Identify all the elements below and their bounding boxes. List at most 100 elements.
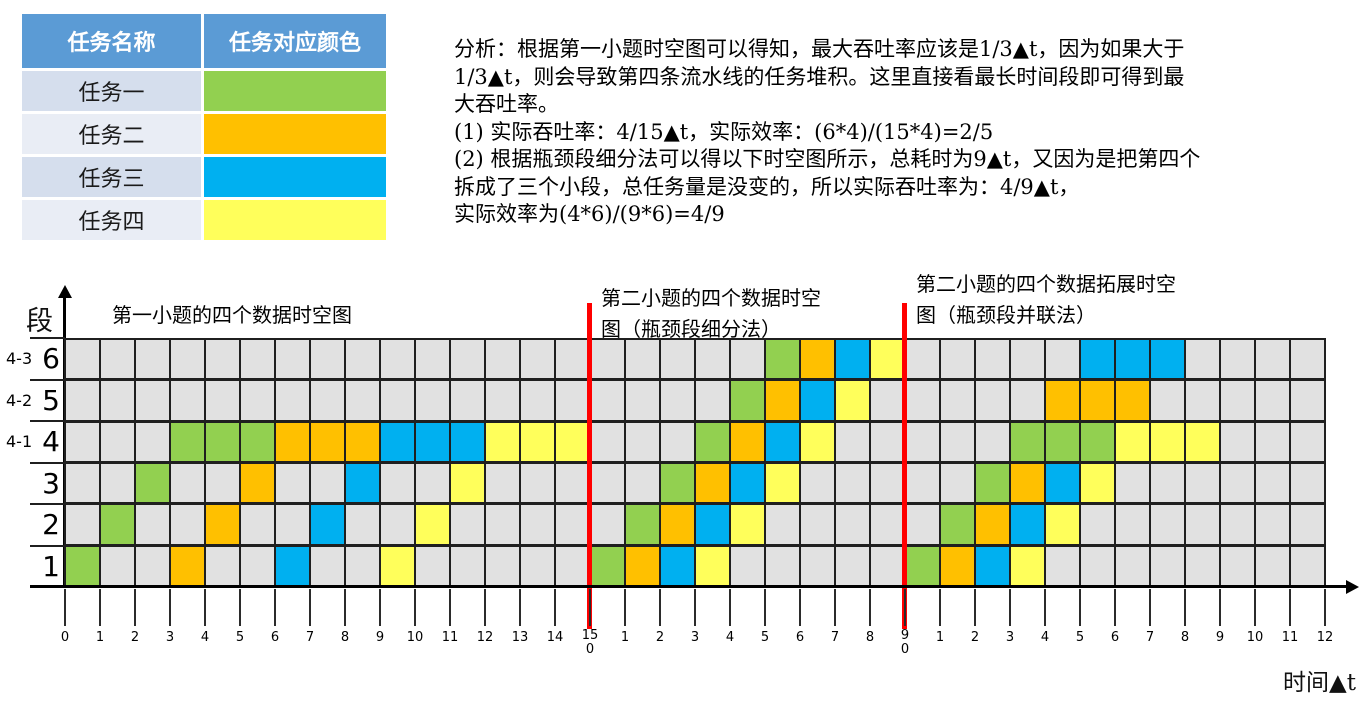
- axis-tick: [169, 589, 171, 626]
- grid-cell: [941, 381, 974, 420]
- analysis-text: 分析：根据第一小题时空图可以得知，最大吞吐率应该是1/3▲t，因为如果大于 1/…: [454, 36, 1369, 229]
- grid-cell: [1081, 463, 1114, 503]
- tick-label: 10: [406, 630, 424, 645]
- axis-tick: [1219, 589, 1221, 626]
- grid-cell: [556, 340, 589, 379]
- grid-cell: [1256, 340, 1289, 379]
- grid-cell: [1256, 422, 1289, 461]
- grid-cell: [241, 422, 274, 461]
- section3-title-line: 图（瓶颈段并联法）: [916, 303, 1096, 327]
- grid-cell: [136, 546, 169, 585]
- grid-cell: [276, 340, 309, 379]
- tick-label: 2: [970, 630, 980, 645]
- section2-title-line: 图（瓶颈段细分法）: [601, 317, 781, 341]
- grid-cell: [486, 340, 519, 379]
- grid-cell: [1221, 463, 1254, 503]
- section2-title: 第二小题的四个数据时空 图（瓶颈段细分法）: [601, 283, 821, 345]
- grid: [64, 338, 1326, 587]
- task-name-cell: 任务四: [22, 200, 201, 240]
- grid-cell: [1011, 422, 1044, 461]
- grid-cell: [1116, 546, 1149, 585]
- grid-cell: [521, 422, 554, 461]
- row-boundary-line: [30, 462, 65, 464]
- grid-cell: [626, 505, 659, 544]
- axis-tick: [239, 589, 241, 626]
- grid-cell: [171, 381, 204, 420]
- axis-tick: [274, 589, 276, 626]
- row-label: 4: [42, 425, 60, 458]
- section1-title: 第一小题的四个数据时空图: [112, 300, 352, 331]
- grid-cell: [1291, 463, 1324, 503]
- axis-tick: [379, 589, 381, 626]
- grid-cell: [346, 340, 379, 379]
- grid-cell: [591, 381, 624, 420]
- tick-label: 9: [375, 630, 385, 645]
- task-table-body: 任务一 任务二 任务三 任务四: [22, 71, 386, 240]
- grid-cell: [976, 340, 1009, 379]
- grid-cell: [451, 340, 484, 379]
- axis-tick: [1324, 589, 1326, 626]
- grid-cell: [871, 505, 904, 544]
- grid-cell: [451, 546, 484, 585]
- axis-tick: [729, 589, 731, 626]
- x-axis-line: [30, 585, 1348, 588]
- grid-cell: [381, 422, 414, 461]
- grid-cell: [206, 505, 239, 544]
- analysis-line: 分析：根据第一小题时空图可以得知，最大吞吐率应该是1/3▲t，因为如果大于: [454, 37, 1185, 61]
- section2-title-line: 第二小题的四个数据时空: [601, 286, 821, 310]
- grid-cell: [521, 546, 554, 585]
- grid-cell: [346, 546, 379, 585]
- grid-cell: [206, 381, 239, 420]
- row-label: 3: [42, 467, 60, 500]
- grid-cell: [626, 422, 659, 461]
- grid-cell: [626, 463, 659, 503]
- axis-tick: [414, 589, 416, 626]
- axis-tick: [449, 589, 451, 626]
- grid-cell: [416, 546, 449, 585]
- grid-cell: [871, 546, 904, 585]
- grid-cell: [66, 381, 99, 420]
- grid-cell: [206, 422, 239, 461]
- grid-cell: [591, 340, 624, 379]
- grid-cell: [276, 422, 309, 461]
- grid-cell: [906, 505, 939, 544]
- red-divider-line: [902, 303, 907, 629]
- grid-cell: [906, 422, 939, 461]
- grid-cell: [941, 546, 974, 585]
- x-axis-label: 时间▲t: [1283, 670, 1356, 696]
- row-sublabel: 4-1: [6, 432, 33, 451]
- grid-cell: [346, 381, 379, 420]
- grid-cell: [416, 381, 449, 420]
- row-sublabel: 4-2: [6, 391, 33, 410]
- grid-cell: [451, 381, 484, 420]
- grid-cell: [941, 505, 974, 544]
- tick-label: 3: [690, 630, 700, 645]
- grid-cell: [101, 381, 134, 420]
- grid-cell: [381, 546, 414, 585]
- grid-cell: [66, 546, 99, 585]
- grid-cell: [661, 463, 694, 503]
- grid-cell: [1011, 381, 1044, 420]
- grid-cell: [1116, 463, 1149, 503]
- grid-cell: [66, 463, 99, 503]
- grid-cell: [346, 422, 379, 461]
- grid-cell: [1081, 505, 1114, 544]
- axis-tick: [1079, 589, 1081, 626]
- tick-label: 3: [1005, 630, 1015, 645]
- tick-label: 6: [270, 630, 280, 645]
- task-color-swatch: [204, 114, 386, 154]
- grid-cell: [696, 463, 729, 503]
- grid-cell: [556, 381, 589, 420]
- grid-cell: [941, 422, 974, 461]
- grid-cell: [206, 546, 239, 585]
- table-header-task-name: 任务名称: [22, 14, 201, 68]
- tick-label: 6: [1110, 630, 1120, 645]
- grid-cell: [871, 463, 904, 503]
- grid-cell: [591, 505, 624, 544]
- tick-label: 1: [95, 630, 105, 645]
- grid-cell: [591, 546, 624, 585]
- tick-label: 12: [1316, 630, 1334, 645]
- grid-cell: [416, 422, 449, 461]
- grid-cell: [941, 340, 974, 379]
- grid-cell: [1291, 381, 1324, 420]
